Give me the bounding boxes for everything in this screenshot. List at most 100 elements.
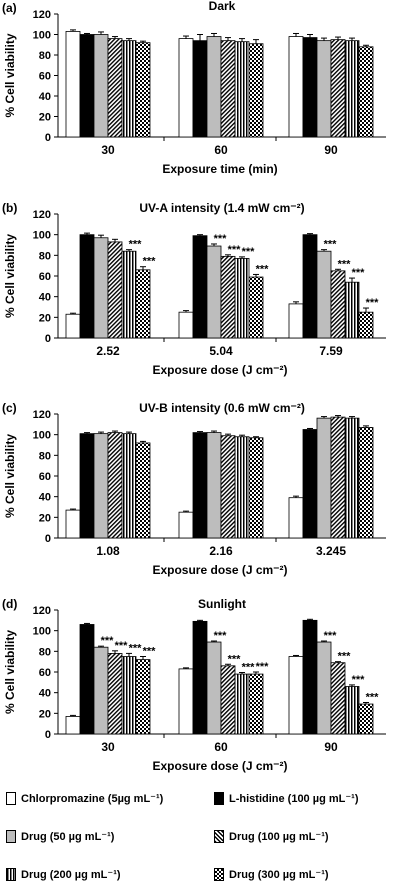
bar-5-cat-2	[234, 41, 250, 138]
bar-5-cat-1	[121, 656, 137, 735]
bar-6-cat-2	[248, 276, 264, 339]
bar-5-cat-3	[344, 281, 360, 339]
significance-label: ***	[352, 674, 366, 686]
bar-3-cat-3	[316, 417, 332, 539]
y-axis-label: % Cell viability	[3, 630, 17, 714]
legend-item-drug-300: Drug (300 µg mL⁻¹)	[214, 868, 329, 881]
significance-label: ***	[143, 646, 157, 658]
bar-5-cat-2	[234, 673, 250, 735]
bar-3-cat-3	[316, 40, 332, 138]
legend-item-drug-200: Drug (200 µg mL⁻¹)	[6, 868, 121, 881]
bar-4-cat-3	[330, 416, 346, 539]
x-axis-label: Exposure time (min)	[162, 162, 277, 176]
bar-1-cat-2	[178, 311, 194, 339]
chart-panel-b: (b) UV-A intensity (1.4 mW cm⁻²) % Cell vi…	[2, 201, 386, 377]
bar-3-cat-2	[206, 641, 222, 735]
y-tick-label: 0	[45, 132, 51, 144]
x-tick-label: 90	[324, 740, 338, 754]
legend-item-histidine: L-histidine (100 µg mL⁻¹)	[214, 792, 358, 805]
legend-swatch-drug-200	[6, 868, 16, 881]
legend-label-drug-300: Drug (300 µg mL⁻¹)	[229, 869, 329, 881]
x-tick-label: 1.08	[96, 544, 120, 558]
significance-label: ***	[115, 640, 129, 652]
bar-1-cat-1	[65, 509, 81, 539]
significance-label: ***	[214, 233, 228, 245]
bar-1-cat-1	[65, 31, 81, 138]
bar-3-cat-2	[206, 245, 222, 339]
bar-6-cat-3	[358, 703, 374, 735]
significance-label: ***	[101, 635, 115, 647]
y-tick-label: 120	[33, 209, 51, 221]
legend-item-chlorpromazine: Chlorpromazine (5µg mL⁻¹)	[6, 792, 163, 805]
y-axis-label: % Cell viability	[3, 434, 17, 518]
y-tick-label: 60	[39, 71, 51, 83]
bar-3-cat-3	[316, 641, 332, 735]
y-tick-label: 40	[39, 688, 51, 700]
x-axis-label: Exposure dose (J cm⁻²)	[152, 759, 287, 773]
x-tick-label: 2.16	[209, 544, 233, 558]
bar-4-cat-1	[107, 432, 123, 539]
bar-4-cat-3	[330, 662, 346, 735]
significance-label: ***	[129, 642, 143, 654]
bar-3-cat-3	[316, 250, 332, 339]
legend-swatch-drug-50	[6, 830, 16, 843]
chart-title: UV-B intensity (0.6 mW cm⁻²)	[139, 401, 305, 415]
y-tick-label: 120	[33, 9, 51, 21]
y-tick-label: 40	[39, 292, 51, 304]
y-tick-label: 100	[33, 230, 51, 242]
bar-1-cat-2	[178, 38, 194, 138]
significance-label: ***	[256, 661, 270, 673]
significance-label: ***	[228, 244, 242, 256]
legend-swatch-drug-300	[214, 868, 224, 881]
bar-4-cat-1	[107, 38, 123, 138]
x-tick-label: 90	[324, 143, 338, 157]
x-axis-label: Exposure dose (J cm⁻²)	[152, 563, 287, 577]
bar-3-cat-2	[206, 36, 222, 138]
chart-title: Dark	[209, 0, 236, 13]
bar-6-cat-3	[358, 311, 374, 339]
bar-2-cat-2	[192, 235, 208, 339]
significance-label: ***	[242, 246, 256, 258]
chart-panel-a: (a) Dark % Cell viability 0 20 40 60 80 100 120 30…	[2, 0, 386, 176]
bar-5-cat-2	[234, 258, 250, 339]
legend-swatch-drug-100	[214, 830, 224, 843]
legend-swatch-histidine	[214, 792, 224, 805]
panel-label: (c)	[2, 401, 17, 415]
panel-label: (d)	[2, 597, 17, 611]
y-tick-label: 80	[39, 250, 51, 262]
bar-2-cat-1	[79, 433, 95, 539]
panel-label: (b)	[2, 201, 17, 215]
bar-1-cat-3	[288, 497, 304, 539]
bar-2-cat-3	[302, 429, 318, 539]
y-tick-label: 0	[45, 333, 51, 345]
bar-6-cat-1	[135, 442, 151, 539]
bar-4-cat-1	[107, 241, 123, 339]
significance-label: ***	[143, 256, 157, 268]
bar-2-cat-2	[192, 432, 208, 539]
significance-label: ***	[242, 662, 256, 674]
significance-label: ***	[214, 630, 228, 642]
significance-label: ***	[324, 239, 338, 251]
bar-4-cat-3	[330, 39, 346, 138]
x-tick-label: 30	[101, 740, 115, 754]
bar-5-cat-1	[121, 40, 137, 138]
bar-3-cat-1	[93, 237, 109, 339]
bar-2-cat-3	[302, 619, 318, 735]
y-tick-label: 60	[39, 271, 51, 283]
y-tick-label: 120	[33, 409, 51, 421]
bar-2-cat-1	[79, 34, 95, 138]
legend-swatch-chlorpromazine	[6, 792, 16, 805]
bar-6-cat-3	[358, 427, 374, 539]
bar-5-cat-1	[121, 250, 137, 339]
chart-panel-c: (c) UV-B intensity (0.6 mW cm⁻²) % Cell vi…	[2, 401, 386, 577]
panel-label: (a)	[2, 1, 17, 15]
significance-label: ***	[366, 297, 380, 309]
legend-label-drug-100: Drug (100 µg mL⁻¹)	[229, 831, 329, 843]
bar-6-cat-2	[248, 437, 264, 539]
bar-3-cat-2	[206, 432, 222, 539]
chart-title: UV-A intensity (1.4 mW cm⁻²)	[139, 201, 304, 215]
bar-2-cat-2	[192, 620, 208, 735]
bar-4-cat-2	[220, 435, 236, 539]
y-tick-label: 20	[39, 312, 51, 324]
y-tick-label: 0	[45, 533, 51, 545]
